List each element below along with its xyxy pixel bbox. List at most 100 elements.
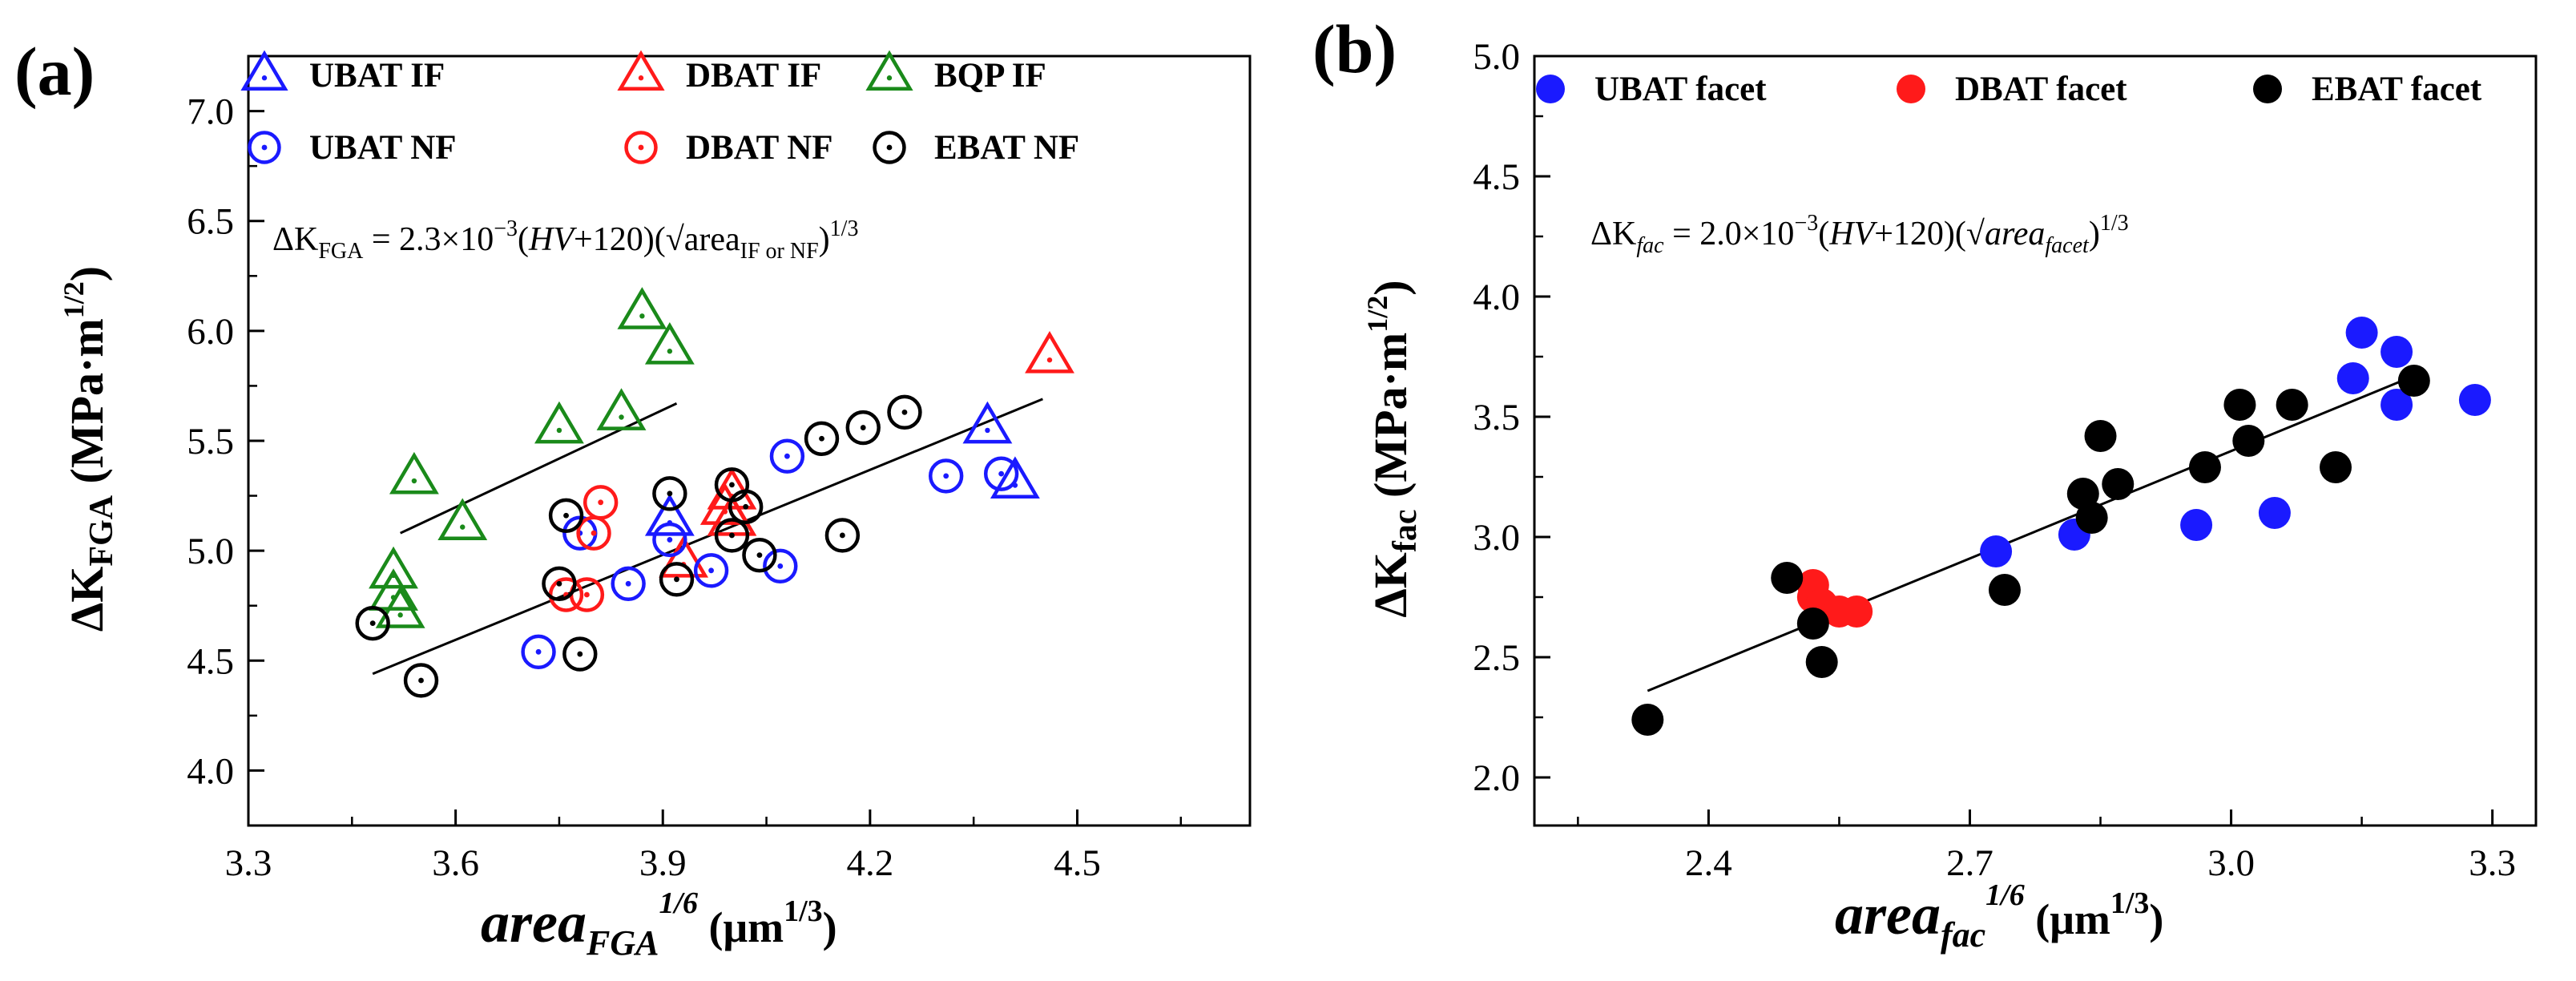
marker-outline xyxy=(804,421,840,456)
legend-marker xyxy=(617,50,665,91)
data-point xyxy=(375,586,425,628)
y-tick-label: 5.0 xyxy=(1473,36,1520,78)
data-point xyxy=(2276,389,2308,421)
marker-outline xyxy=(1025,330,1074,373)
marker-dot xyxy=(563,512,569,519)
data-point xyxy=(611,566,646,601)
legend: UBAT facet DBAT facet EBAT facet xyxy=(1536,71,2482,108)
marker-outline xyxy=(548,498,584,533)
marker-dot xyxy=(460,524,466,530)
plot-frame xyxy=(1533,54,2538,827)
marker-outline xyxy=(437,498,488,541)
y-tick-label: 2.5 xyxy=(1473,637,1520,679)
marker-outline xyxy=(617,50,665,91)
marker-outline xyxy=(596,388,647,430)
data-point xyxy=(2084,420,2117,452)
data-point xyxy=(659,562,695,597)
data-point xyxy=(1988,574,2021,606)
marker-dot xyxy=(756,552,763,559)
fit-line xyxy=(372,398,1043,676)
data-point xyxy=(928,458,964,494)
data-point xyxy=(2188,451,2221,483)
marker-dot xyxy=(638,75,644,81)
legend-marker xyxy=(624,131,658,164)
y-tick-label: 6.0 xyxy=(187,311,234,353)
marker-dot xyxy=(985,427,990,434)
data-point xyxy=(2075,502,2108,534)
legend-label: EBAT facet xyxy=(2312,71,2482,108)
legend-label: UBAT IF xyxy=(309,57,445,95)
panel-b: (b) 2.4 2.7 3.0 3.3 2.0 2.5 3.0 3.5 4.0 4.5 5.0 UBAT… xyxy=(1312,10,2538,955)
marker-dot xyxy=(625,580,631,587)
marker-dot xyxy=(598,499,604,506)
series-dbat-if xyxy=(659,330,1074,578)
legend-label: BQP IF xyxy=(934,57,1046,95)
marker-dot xyxy=(369,620,376,627)
marker-dot xyxy=(577,651,583,657)
marker-outline xyxy=(375,586,425,628)
marker-dot xyxy=(261,75,268,81)
marker-outline xyxy=(742,537,777,573)
legend-label: DBAT IF xyxy=(686,57,821,95)
series-ebat-nf xyxy=(355,394,922,698)
legend-marker xyxy=(248,131,281,164)
data-point xyxy=(742,537,777,573)
marker-dot xyxy=(784,453,790,459)
data-point xyxy=(562,636,598,672)
legend-label: UBAT NF xyxy=(309,129,457,167)
marker-dot xyxy=(667,490,673,497)
y-tick-label: 2.0 xyxy=(1473,757,1520,799)
y-tick-label: 6.5 xyxy=(187,201,234,243)
data-point xyxy=(355,605,390,641)
x-tick-label: 4.2 xyxy=(846,842,893,884)
plot-frame xyxy=(247,54,1252,827)
marker-dot xyxy=(411,478,417,484)
y-tick-label: 3.5 xyxy=(1473,397,1520,438)
data-point xyxy=(2336,362,2369,394)
marker-outline xyxy=(542,566,577,601)
data-point xyxy=(962,401,1013,444)
marker-outline xyxy=(583,485,619,520)
marker-dot xyxy=(619,414,624,420)
x-tick-label: 3.3 xyxy=(2469,842,2516,884)
data-point xyxy=(596,388,647,430)
data-point xyxy=(2232,425,2265,457)
panel-label: (a) xyxy=(14,33,95,110)
marker-outline xyxy=(534,401,584,444)
data-point xyxy=(824,518,861,553)
data-point xyxy=(763,548,798,584)
data-point xyxy=(2320,451,2352,483)
legend-label: DBAT NF xyxy=(686,129,833,167)
data-point xyxy=(644,322,695,365)
data-point xyxy=(2380,336,2413,368)
marker-outline xyxy=(763,548,798,584)
data-point xyxy=(2223,389,2256,421)
marker-dot xyxy=(667,349,673,354)
data-point xyxy=(369,546,418,589)
data-point xyxy=(534,401,584,444)
marker-dot xyxy=(638,144,644,151)
marker-outline xyxy=(644,322,695,365)
data-point xyxy=(1771,562,1804,594)
data-point xyxy=(804,421,840,456)
data-point xyxy=(2345,317,2378,349)
data-point xyxy=(1796,608,1829,640)
data-point xyxy=(2258,497,2291,529)
marker-outline xyxy=(521,634,556,670)
legend-label: EBAT NF xyxy=(934,129,1079,167)
data-point xyxy=(1805,646,1838,678)
legend-marker xyxy=(1536,75,1565,103)
marker-dot xyxy=(901,409,908,415)
y-tick-label: 7.0 xyxy=(187,91,234,133)
y-tick-label: 5.5 xyxy=(187,421,234,462)
marker-outline xyxy=(693,553,729,588)
data-point xyxy=(521,634,556,670)
x-tick-label: 2.7 xyxy=(1946,842,1993,884)
data-point xyxy=(2066,478,2099,510)
data-point xyxy=(389,451,439,495)
y-axis-label: ΔKFGA (MPa·m1/2) xyxy=(58,266,120,632)
fit-equation: ΔKfac = 2.0×10−3(HV+120)(√areafacet)1/3 xyxy=(1590,211,2129,258)
x-tick-label: 3.6 xyxy=(432,842,479,884)
marker-outline xyxy=(248,131,281,164)
